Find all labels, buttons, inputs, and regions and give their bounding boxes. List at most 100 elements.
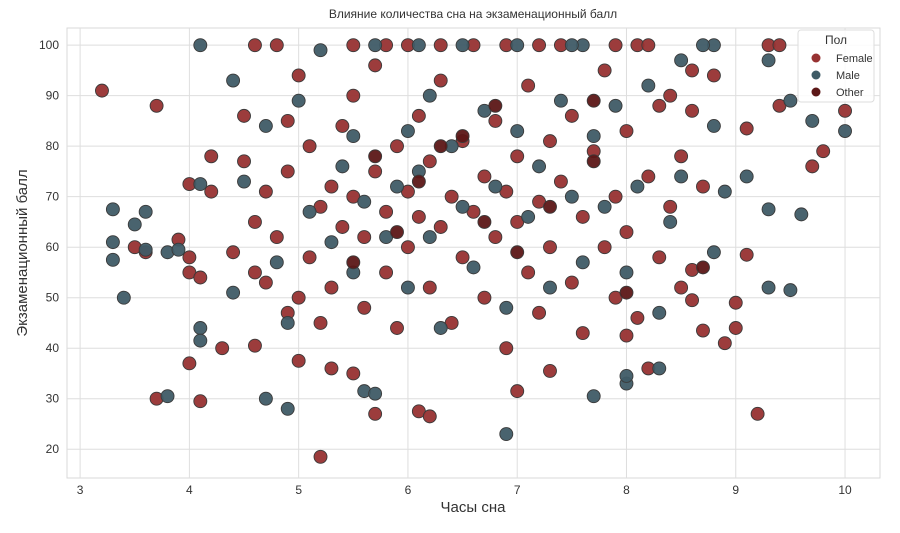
data-point (619, 285, 634, 300)
data-point (838, 124, 852, 138)
data-point (510, 149, 525, 164)
data-point (521, 265, 536, 280)
data-point (728, 321, 743, 335)
data-point (717, 336, 732, 351)
data-point (258, 275, 273, 290)
data-point (586, 389, 601, 404)
data-point (226, 73, 241, 88)
legend-label-male: Male (836, 70, 860, 82)
data-point (477, 290, 492, 305)
data-point (696, 260, 710, 275)
data-point (575, 209, 590, 224)
data-point (575, 255, 590, 270)
data-point (706, 119, 721, 133)
data-point (105, 252, 120, 267)
data-point (138, 242, 153, 257)
data-point (324, 235, 339, 250)
data-point (543, 134, 557, 149)
data-point (193, 321, 208, 335)
data-point (433, 73, 448, 88)
x-axis-label: Часы сна (441, 499, 507, 516)
data-point (335, 119, 350, 133)
data-point (706, 245, 721, 260)
x-tick-label: 6 (405, 483, 412, 497)
data-point (652, 361, 667, 376)
data-point (335, 159, 350, 174)
x-tick-label: 8 (623, 483, 630, 497)
data-point (324, 179, 339, 194)
data-point (619, 265, 634, 280)
legend-marker-female (811, 53, 821, 63)
data-point (193, 270, 208, 285)
data-point (160, 389, 175, 404)
data-point (138, 204, 153, 219)
y-axis-label: Экзаменационный балл (14, 169, 31, 336)
data-point (564, 108, 579, 123)
data-point (248, 265, 262, 280)
data-point (215, 341, 230, 356)
data-point (597, 63, 612, 78)
data-point (411, 174, 426, 189)
x-tick-label: 4 (186, 483, 193, 497)
data-point (685, 103, 699, 118)
data-point (553, 174, 568, 189)
data-point (237, 108, 251, 123)
data-point (346, 366, 361, 381)
data-point (466, 260, 481, 275)
data-point (543, 363, 557, 378)
data-point (324, 280, 339, 295)
data-point (280, 401, 295, 416)
data-point (390, 179, 404, 194)
y-tick-label: 70 (46, 190, 60, 204)
data-point (674, 280, 689, 295)
data-point (193, 177, 208, 192)
data-point (248, 38, 262, 53)
data-point (532, 38, 547, 53)
data-point (477, 169, 492, 184)
points-layer (95, 38, 852, 464)
data-point (237, 174, 251, 189)
data-point (630, 310, 645, 325)
data-point (422, 409, 437, 424)
data-point (226, 245, 241, 260)
legend-label-other: Other (836, 87, 864, 99)
data-point (663, 214, 678, 229)
data-point (663, 199, 678, 214)
data-point (696, 179, 710, 194)
data-point (291, 93, 306, 108)
data-point (258, 391, 273, 406)
data-point (674, 149, 689, 164)
data-point (291, 353, 306, 368)
data-point (258, 184, 273, 199)
data-point (706, 68, 721, 83)
data-point (761, 280, 776, 295)
data-point (543, 199, 557, 214)
data-point (193, 394, 208, 409)
data-point (685, 63, 699, 78)
data-point (193, 38, 208, 53)
data-point (652, 98, 667, 113)
data-point (543, 280, 557, 295)
data-point (608, 38, 623, 53)
data-point (368, 58, 383, 73)
data-point (346, 38, 361, 53)
data-point (521, 78, 536, 93)
x-tick-label: 10 (838, 483, 852, 497)
legend-box (797, 29, 875, 103)
data-point (564, 275, 579, 290)
data-point (728, 295, 743, 310)
data-point (750, 406, 765, 421)
data-point (357, 194, 372, 209)
data-point (816, 144, 831, 159)
data-point (237, 154, 251, 169)
data-point (586, 154, 601, 169)
data-point (652, 250, 667, 265)
x-tick-label: 7 (514, 483, 521, 497)
data-point (390, 321, 404, 335)
data-point (532, 305, 547, 320)
data-point (204, 184, 219, 199)
data-point (280, 113, 295, 128)
data-point (269, 255, 284, 270)
data-point (586, 93, 601, 108)
data-point (608, 98, 623, 113)
